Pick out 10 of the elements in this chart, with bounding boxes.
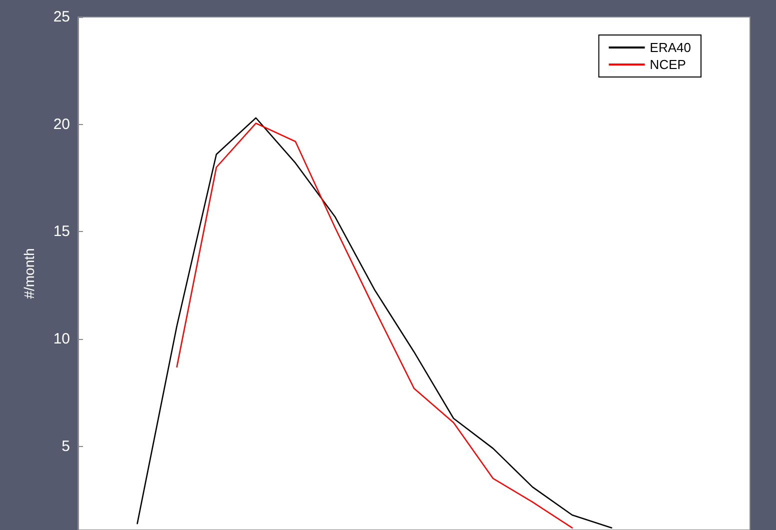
y-tick-label: 20 xyxy=(53,116,70,133)
line-series xyxy=(136,117,612,529)
legend-label: ERA40 xyxy=(650,40,692,55)
y-tick-label: 10 xyxy=(53,330,70,348)
y-axis-title: #/month xyxy=(21,248,37,299)
legend-label: NCEP xyxy=(650,57,686,72)
y-tick-label: 25 xyxy=(53,8,70,26)
y-tick-label: 5 xyxy=(62,438,70,455)
y-tick-label: 15 xyxy=(53,223,70,240)
line-series xyxy=(176,122,573,529)
